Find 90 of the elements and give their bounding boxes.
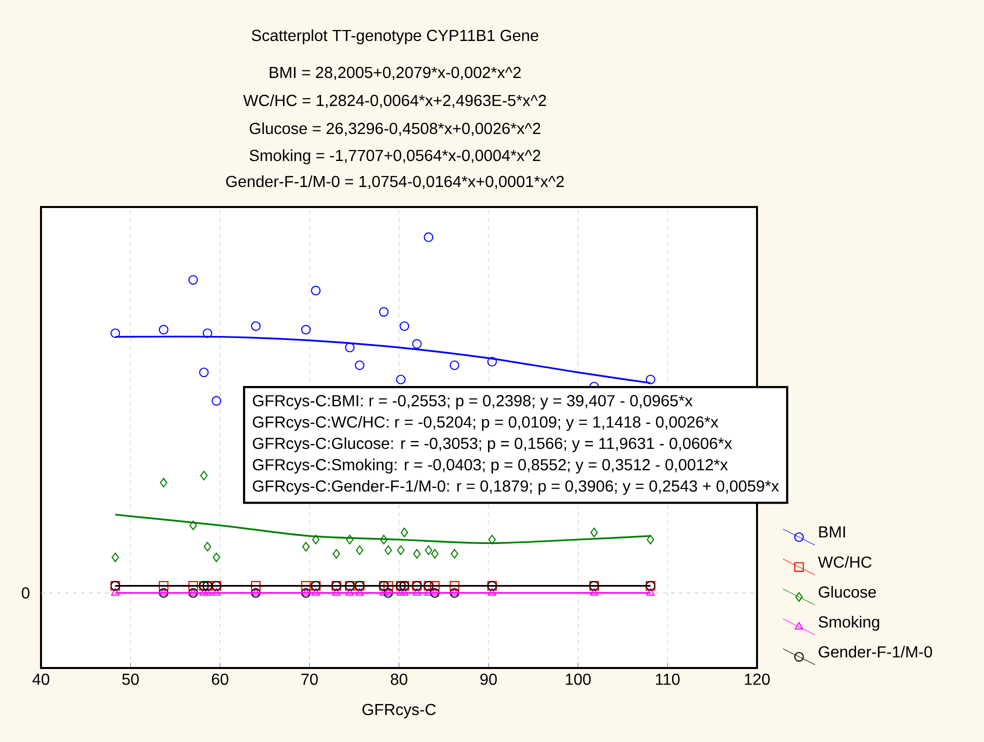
point [312,588,320,596]
point [204,542,212,552]
annotation: GFRcys-C:Gender-F-1/M-0: r = 0,1879; p = 0,3906; y = 0,2543 + 0,0059*x [252,480,779,495]
point [312,534,320,544]
point [378,307,389,317]
point [431,549,439,559]
text: Gender-F-1/M-0 = 1,0754-0,0164*x+0,0001*x^2 [226,175,564,190]
point [488,588,496,596]
x-tick-label: 120 [744,674,770,685]
chart-title: Scatterplot TT-genotype CYP11B1 Gene [252,29,538,44]
text: Smoking = -1,7707+0,0564*x-0,0004*x^2 [250,149,540,164]
point [202,328,212,338]
point [356,545,364,556]
annotation: GFRcys-C:Smoking: r = -0,0403; p = 0,8552; y = 0,3512 - 0,0012*x [252,458,728,474]
point [400,321,410,331]
point [189,520,197,530]
point [212,588,221,596]
text: Glucose = 26,3296-0,4508*x+0,0026*x^2 [250,122,540,136]
annotation: GFRcys-C:WC/HC: r = -0,5204; p = 0,0109; y = 1,1418 - 0,0026*x [252,416,718,431]
point [344,342,355,352]
point [450,581,460,591]
x-tick-label: 90 [480,674,497,685]
point [424,545,432,556]
x-tick-label: 60 [212,674,228,685]
point [346,588,354,596]
legend-label: Glucose [818,586,876,598]
point [646,374,656,384]
point [424,588,433,596]
ref-line-label: 0 [22,587,30,599]
legend-label: WC/HC [818,556,872,568]
point [332,588,341,596]
point [332,549,340,559]
point [188,581,198,591]
text: WC/HC = 1,2824-0,0064*x+2,4963E-5*x^2 [243,94,546,108]
point [200,588,208,596]
point [212,552,220,562]
point [301,324,311,335]
point [301,581,311,591]
point [396,374,406,384]
x-tick-label: 50 [122,674,139,685]
point [400,528,408,538]
annotation: GFRcys-C:Glucose: r = -0,3053; p = 0,1566; y = 11,9631 - 0,0606*x [252,437,732,452]
point [396,588,406,596]
point [646,588,655,596]
point [200,470,208,480]
x-tick-label: 40 [32,674,50,685]
text: BMI = 28,2005+0,2079*x-0,002*x^2 [270,66,521,80]
point [424,232,434,242]
point [383,581,394,591]
point [160,478,168,488]
point [251,321,261,331]
point [112,552,120,562]
point [450,549,458,559]
point [400,588,409,596]
legend-label: BMI [819,526,845,538]
x-axis-title: GFRcys-C [362,704,436,718]
point [430,581,440,591]
point [412,588,422,596]
point [158,324,168,335]
point [488,534,496,544]
point [590,528,598,538]
point [158,581,168,591]
x-tick-label: 80 [390,674,408,685]
legend-label: Gender-F-1/M-0 [818,646,932,658]
point [310,286,321,296]
point [412,339,422,349]
point [212,396,222,406]
point [110,328,120,338]
annotation: GFRcys-C:BMI: r = -0,2553; p = 0,2398; y = 39,407 - 0,0965*x [252,395,693,410]
point [354,360,364,370]
point [346,534,354,544]
point [487,356,497,367]
point [203,588,212,596]
point [590,588,598,596]
point [450,360,460,370]
point [384,545,392,556]
point [251,581,261,591]
x-tick-label: 70 [301,674,318,685]
legend-label: Smoking [818,616,880,631]
point [397,545,405,556]
x-tick-label: 100 [566,674,591,685]
point [302,542,310,552]
point [111,588,120,596]
point [355,588,364,596]
point [188,275,198,285]
point [413,549,421,559]
point [380,588,388,596]
x-tick-label: 110 [656,674,680,685]
point [199,368,209,378]
point [380,534,388,544]
